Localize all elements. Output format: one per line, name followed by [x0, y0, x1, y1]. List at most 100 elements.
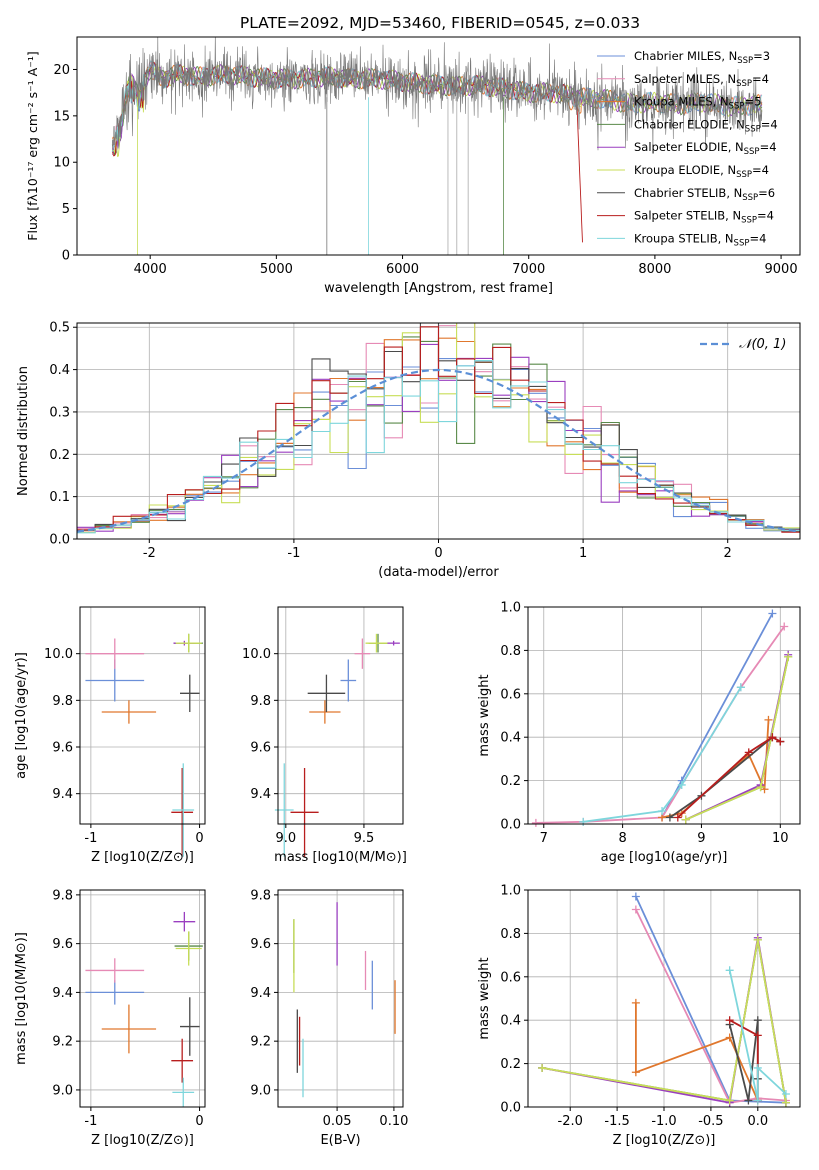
axes-frame	[277, 889, 404, 1108]
data-point	[538, 1063, 547, 1072]
histogram-step	[77, 360, 800, 534]
plot-area	[274, 633, 400, 857]
x-tick-label: -1	[84, 831, 97, 846]
plot-area	[538, 892, 790, 1107]
data-point	[631, 998, 640, 1007]
normal-curve	[77, 368, 800, 533]
x-axis-label: E(B-V)	[320, 1133, 360, 1148]
y-tick-label: 9.6	[250, 937, 271, 952]
x-tick-label: 0.0	[747, 1114, 768, 1129]
y-tick-label: 0.0	[500, 818, 521, 833]
plot-area	[293, 902, 396, 1098]
data-point	[784, 652, 793, 661]
y-tick-label: 1.0	[500, 884, 521, 899]
data-point	[744, 1096, 753, 1105]
x-tick-label: 7	[540, 831, 548, 846]
y-tick-label: 20	[53, 63, 70, 78]
data-point	[681, 815, 690, 824]
series-line	[635, 909, 786, 1104]
y-tick-label: 0.6	[500, 687, 521, 702]
plot-area	[85, 633, 203, 857]
x-tick-label: 0.10	[379, 1114, 408, 1129]
y-tick-label: 9.0	[52, 1083, 73, 1098]
x-tick-label: 0.05	[323, 1114, 352, 1129]
series-line	[541, 939, 787, 1103]
y-tick-label: 0.4	[500, 1014, 521, 1029]
legend-label: Salpeter MILES, NSSP=4	[634, 72, 769, 89]
legend-label: Kroupa ELODIE, NSSP=4	[634, 163, 769, 180]
y-tick-label: 9.6	[52, 937, 73, 952]
series-line	[661, 719, 770, 819]
data-point	[658, 806, 667, 815]
series-line	[635, 1002, 759, 1101]
y-tick-label: 0.6	[500, 970, 521, 985]
y-tick-label: 9.8	[250, 694, 271, 709]
y-tick-label: 0.0	[500, 1101, 521, 1116]
x-tick-label: -1	[84, 1114, 97, 1129]
chart-mass-weight-vs-Z: -2.0 -1.5 -1.0 -0.5 0.0 0.0 0.2 0.4 0.6 0.8 1.0 Z […	[477, 884, 801, 1148]
y-tick-label: 0.8	[500, 927, 521, 942]
y-tick-label: 0.8	[500, 644, 521, 659]
y-axis-label: Flux [fλ10⁻¹⁷ erg cm⁻² s⁻¹ A⁻¹]	[25, 51, 40, 240]
data-point	[725, 1016, 734, 1025]
axes-frame	[79, 889, 206, 1108]
chart-mass-vs-Z: -1 0 9.0 9.2 9.4 9.6 9.8 Z [log10(Z/Z⊙)] mass [l…	[14, 888, 206, 1148]
legend-label: Chabrier STELIB, NSSP=6	[634, 186, 775, 203]
data-point	[781, 1098, 790, 1107]
x-axis-label: Z [log10(Z/Z⊙)]	[613, 1133, 716, 1148]
legend-label: Kroupa STELIB, NSSP=4	[634, 231, 766, 248]
y-tick-label: 0.2	[500, 1057, 521, 1072]
data-point	[776, 737, 785, 746]
data-point	[677, 780, 686, 789]
y-tick-label: 9.4	[250, 787, 271, 802]
data-point	[768, 609, 777, 618]
y-tick-label: 10	[53, 156, 70, 171]
x-tick-label: 8000	[638, 262, 671, 277]
spectrum-legend: Chabrier MILES, NSSP=3 Salpeter MILES, NS…	[597, 49, 778, 248]
x-tick-label: 0	[434, 546, 442, 561]
data-point	[753, 935, 762, 944]
x-axis-label: age [log10(age/yr)]	[601, 850, 728, 865]
y-tick-label: 15	[53, 109, 70, 124]
figure-title: PLATE=2092, MJD=53460, FIBERID=0545, z=0…	[240, 14, 640, 32]
y-tick-label: 9.2	[250, 1035, 271, 1050]
data-point	[673, 813, 682, 822]
data-point	[631, 1068, 640, 1077]
y-axis-label: mass weight	[477, 674, 492, 756]
x-tick-label: 9000	[765, 262, 798, 277]
x-tick-label: 4000	[134, 262, 167, 277]
y-tick-label: 5	[62, 202, 70, 217]
data-point	[756, 783, 765, 792]
x-tick-label: 10	[772, 831, 789, 846]
plot-area	[85, 911, 203, 1107]
x-tick-label: 2	[724, 546, 732, 561]
x-tick-label: -2.0	[558, 1114, 583, 1129]
y-tick-label: 9.8	[52, 888, 73, 903]
y-tick-label: 0.5	[49, 321, 70, 336]
y-axis-label: mass weight	[477, 957, 492, 1039]
legend-label: Salpeter ELODIE, NSSP=4	[634, 140, 777, 157]
data-point	[725, 1096, 734, 1105]
chart-mass-weight-vs-age: 7 8 9 10 0.0 0.2 0.4 0.6 0.8 1.0 age [log10(age/yr…	[477, 601, 801, 865]
data-point	[781, 1089, 790, 1098]
y-tick-label: 9.0	[250, 1083, 271, 1098]
y-tick-label: 0.3	[49, 405, 70, 420]
x-tick-label: 1	[579, 546, 587, 561]
plot-area	[77, 323, 800, 534]
legend-label: Chabrier ELODIE, NSSP=4	[634, 117, 778, 134]
x-tick-label: -2	[143, 546, 156, 561]
y-axis-label: Normed distribution	[16, 366, 31, 496]
data-point	[753, 1031, 762, 1040]
x-tick-label: 9.0	[275, 831, 296, 846]
x-tick-label: 7000	[512, 262, 545, 277]
y-tick-label: 9.4	[52, 986, 73, 1001]
data-point	[753, 1016, 762, 1025]
data-point	[579, 817, 588, 826]
y-axis-label: mass [log10(M/M⊙)]	[14, 932, 29, 1065]
chart-spectrum: 4000 5000 6000 7000 8000 9000 0 5 10 15 20 waveleng…	[25, 36, 801, 296]
x-axis-label: Z [log10(Z/Z⊙)]	[91, 1133, 194, 1148]
plot-area	[531, 609, 793, 827]
chart-age-vs-mass: 9.0 9.5 9.4 9.6 9.8 10.0 mass [log10(M/M⊙)]	[242, 606, 407, 865]
data-point	[631, 905, 640, 914]
